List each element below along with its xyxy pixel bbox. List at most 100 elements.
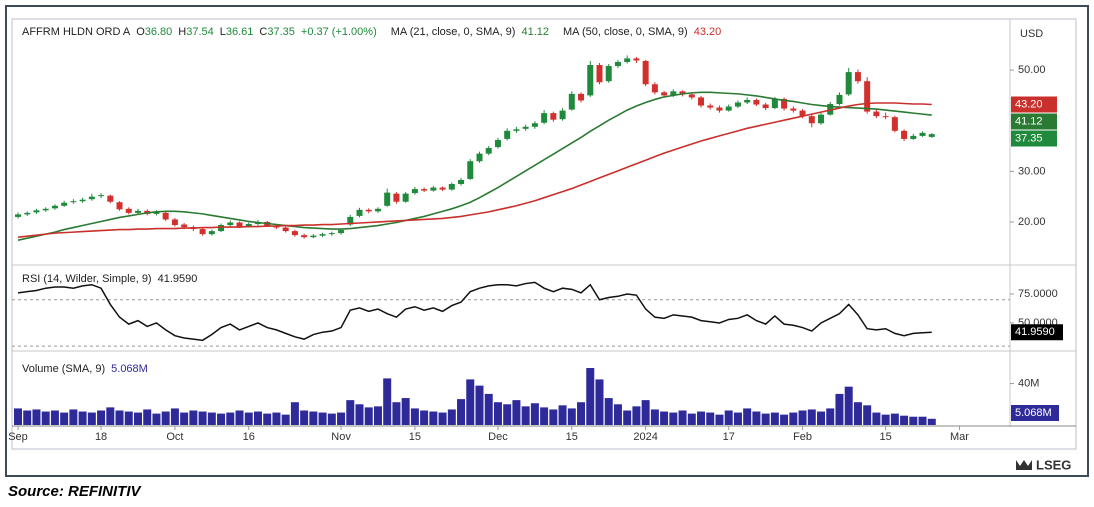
- volume-bar: [346, 400, 355, 425]
- brand-logo: LSEG: [1016, 457, 1071, 472]
- candle-body: [882, 116, 889, 118]
- candle-body: [790, 108, 797, 111]
- candle-body: [642, 60, 649, 85]
- candle-body: [430, 187, 437, 191]
- value-box: [1011, 324, 1063, 341]
- candle-body: [227, 222, 234, 226]
- volume-bar: [872, 412, 881, 425]
- volume-bar: [69, 409, 78, 425]
- volume-bar: [687, 413, 696, 425]
- volume-bar: [392, 402, 401, 425]
- volume-bar: [475, 385, 484, 425]
- candle-body: [33, 210, 40, 213]
- candle-body: [688, 94, 695, 98]
- candle-body: [171, 219, 178, 226]
- candle-body: [550, 113, 557, 120]
- chart-frame: [11, 18, 1077, 450]
- value-box-label: 41.9590: [1015, 326, 1055, 338]
- symbol-name: AFFRM HLDN ORD A: [22, 26, 131, 38]
- x-tick-label: 15: [566, 431, 578, 443]
- candle-body: [310, 235, 317, 238]
- volume-bar: [909, 416, 918, 425]
- candle-body: [282, 227, 289, 232]
- candle-body: [134, 210, 141, 213]
- candle-body: [439, 187, 446, 190]
- volume-bar: [300, 410, 309, 425]
- volume-bar: [918, 416, 927, 425]
- volume-bar: [650, 409, 659, 425]
- rsi-line: [17, 281, 932, 342]
- candle-body: [245, 224, 252, 227]
- volume-bar: [521, 406, 530, 425]
- source-note: Source: REFINITIV: [8, 483, 143, 500]
- x-tick-label: 16: [243, 431, 255, 443]
- volume-bar: [337, 412, 346, 425]
- candle-body: [578, 93, 585, 101]
- candle-body: [568, 93, 575, 110]
- candle-body: [799, 110, 806, 117]
- volume-bar: [318, 412, 327, 425]
- panel-title: Volume (SMA, 9): [22, 363, 105, 375]
- volume-bar: [124, 411, 133, 425]
- candle-body: [98, 195, 105, 197]
- candle-body: [393, 193, 400, 202]
- x-tick-label: Dec: [488, 431, 508, 443]
- x-tick-label: 15: [409, 431, 421, 443]
- volume-bar: [106, 407, 115, 425]
- candle-body: [70, 201, 77, 203]
- candle-body: [734, 102, 741, 107]
- candle-body: [504, 130, 511, 139]
- quote-value: 37.35: [267, 26, 295, 38]
- quote-value: 36.80: [145, 26, 173, 38]
- candle-body: [928, 134, 935, 137]
- candle-body: [873, 111, 880, 117]
- volume-bar: [198, 411, 207, 425]
- volume-bar: [530, 403, 539, 425]
- volume-bar: [97, 410, 106, 425]
- quote-key: C: [259, 26, 267, 38]
- x-tick-label: Sep: [8, 431, 28, 443]
- candle-body: [328, 233, 335, 235]
- volume-bar: [697, 411, 706, 425]
- volume-bar: [761, 413, 770, 425]
- volume-bar: [549, 409, 558, 425]
- volume-bar: [244, 412, 253, 425]
- moving-average-line: [17, 91, 932, 241]
- volume-bar: [457, 399, 466, 425]
- candle-body: [513, 129, 520, 131]
- volume-bar: [41, 411, 50, 425]
- volume-bar: [78, 411, 87, 425]
- candle-body: [605, 66, 612, 82]
- brand-name: LSEG: [1036, 457, 1071, 472]
- candle-body: [411, 189, 418, 194]
- candle-body: [153, 212, 160, 214]
- value-box-label: 41.12: [1015, 115, 1043, 127]
- volume-bar: [50, 410, 59, 425]
- volume-bar: [87, 412, 96, 425]
- quote-key: O: [136, 26, 145, 38]
- y-tick-label: 75.0000: [1018, 288, 1058, 300]
- volume-bar: [770, 412, 779, 425]
- panel-title: RSI (14, Wilder, Simple, 9): [22, 273, 152, 285]
- x-tick-label: Oct: [166, 431, 183, 443]
- volume-bar: [189, 410, 198, 425]
- legend-entry: MA (21, close, 0, SMA, 9): [391, 26, 516, 38]
- candle-body: [208, 231, 215, 235]
- candle-body: [458, 179, 465, 185]
- volume-bar: [493, 402, 502, 425]
- volume-bar: [512, 400, 521, 425]
- candle-body: [107, 195, 114, 202]
- x-tick-label: Feb: [793, 431, 812, 443]
- volume-bar: [272, 412, 281, 425]
- candle-body: [365, 209, 372, 212]
- y-tick-label: 50.00: [1018, 64, 1046, 76]
- candle-body: [42, 208, 49, 211]
- x-tick-label: 15: [879, 431, 891, 443]
- panel-value: 5.068M: [111, 363, 148, 375]
- volume-bar: [844, 386, 853, 425]
- volume-bar: [355, 404, 364, 425]
- volume-bar: [447, 409, 456, 425]
- volume-bar: [817, 411, 826, 425]
- candle-body: [661, 92, 668, 96]
